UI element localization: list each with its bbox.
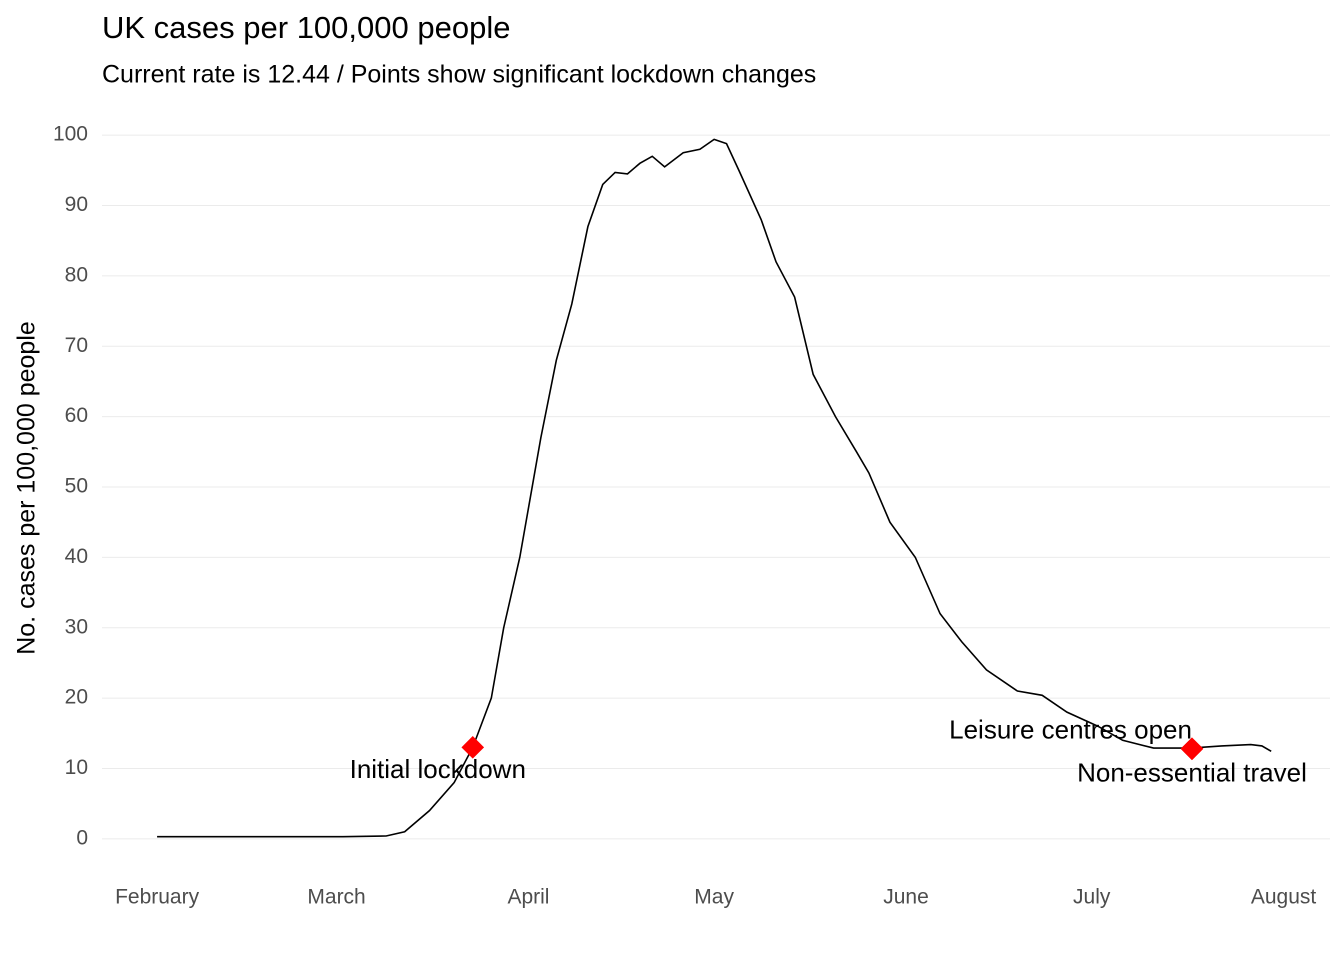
chart-subtitle: Current rate is 12.44 / Points show sign…	[102, 61, 816, 89]
y-tick-label: 50	[65, 475, 88, 498]
x-tick-label: March	[307, 886, 365, 909]
x-tick-label: August	[1251, 886, 1317, 909]
y-tick-label: 10	[65, 756, 88, 779]
y-tick-label: 100	[53, 123, 88, 146]
y-tick-label: 60	[65, 404, 88, 427]
x-tick-label: July	[1073, 886, 1111, 909]
y-axis-title: No. cases per 100,000 people	[13, 321, 41, 655]
x-tick-label: May	[694, 886, 734, 909]
x-tick-label: April	[507, 886, 549, 909]
x-tick-label: February	[115, 886, 200, 909]
y-tick-label: 80	[65, 263, 88, 286]
event-label: Non-essential travel	[1077, 758, 1307, 788]
y-tick-label: 0	[76, 826, 88, 849]
y-tick-label: 70	[65, 334, 88, 357]
y-tick-label: 20	[65, 686, 88, 709]
y-tick-label: 90	[65, 193, 88, 216]
event-label: Leisure centres open	[949, 715, 1192, 745]
chart-title: UK cases per 100,000 people	[102, 10, 510, 45]
y-tick-label: 40	[65, 545, 88, 568]
event-point	[1180, 737, 1204, 761]
y-tick-label: 30	[65, 615, 88, 638]
x-tick-label: June	[883, 886, 929, 909]
event-label: Initial lockdown	[350, 754, 526, 784]
event-point	[461, 736, 485, 759]
